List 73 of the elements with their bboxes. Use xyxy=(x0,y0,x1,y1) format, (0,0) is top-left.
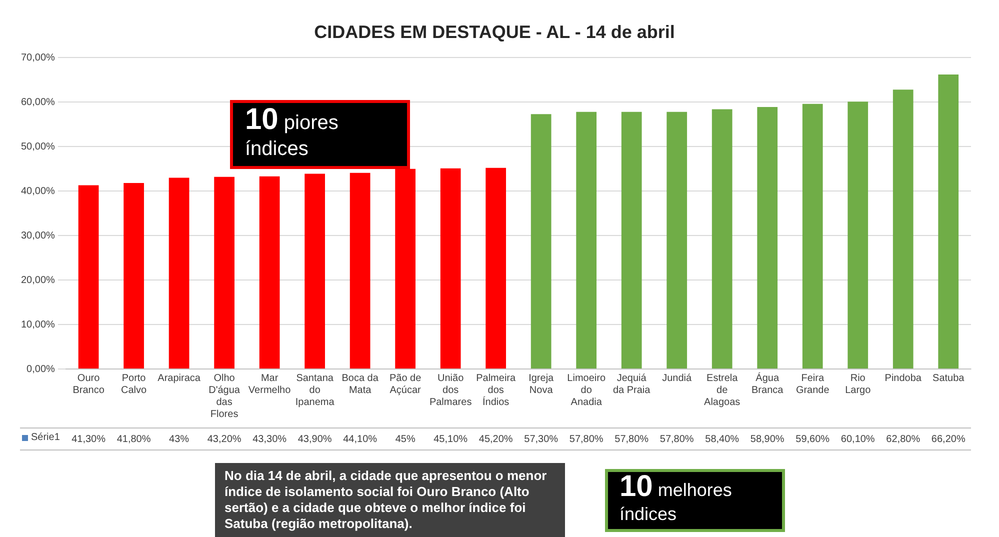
bar xyxy=(712,109,732,368)
y-tick-label: 0,00% xyxy=(26,364,56,375)
bar xyxy=(259,176,280,368)
bar xyxy=(530,114,552,368)
data-label: 57,30% xyxy=(524,434,558,445)
x-tick-label: Mar Vermelho xyxy=(248,372,292,396)
y-tick-label: 60,00% xyxy=(20,96,56,108)
bar xyxy=(576,112,597,368)
bar xyxy=(848,102,868,368)
text: Série1 xyxy=(31,432,60,444)
bar xyxy=(168,178,190,368)
x-tick-label: União dos Palmares xyxy=(429,372,472,408)
bar xyxy=(124,183,144,368)
bar xyxy=(938,74,959,368)
x-tick-label: Feira Grande xyxy=(796,372,830,396)
y-tick-label: 50,00% xyxy=(20,141,56,152)
x-tick-label: Jundiá xyxy=(662,372,692,384)
chart-title: CIDADES EM DESTAQUE - AL - 14 de abril xyxy=(314,22,675,42)
x-tick-label: Santana do Ipanema xyxy=(295,372,335,408)
bar xyxy=(802,104,823,368)
x-tick-label: Pão de Açúcar xyxy=(389,372,422,396)
data-label: 45,20% xyxy=(478,434,513,445)
data-label: 57,80% xyxy=(569,434,604,445)
bar xyxy=(214,176,234,368)
bar xyxy=(440,168,461,368)
data-label: 45,10% xyxy=(434,434,468,445)
bar xyxy=(350,172,370,368)
data-label: 59,60% xyxy=(796,434,830,445)
y-tick-label: 10,00% xyxy=(20,319,56,330)
x-tick-label: Estrela de Alagoas xyxy=(704,372,740,408)
bar xyxy=(757,106,778,368)
data-label: 41,30% xyxy=(72,434,106,445)
data-label: 57,80% xyxy=(614,434,649,445)
x-tick-label: Olho D'água das Flores xyxy=(208,372,240,420)
x-tick-label: Satuba xyxy=(932,372,965,384)
bar xyxy=(486,168,506,368)
y-tick-label: 20,00% xyxy=(20,274,56,286)
x-tick-label: Rio Largo xyxy=(845,372,872,396)
text: No dia 14 de abril, a cidade que apresentou o menor índice de isolamento social foi Ouro Branco (Alto sertão) e a cidade que obteve o melhor índice foi Satuba (região metropolitana). xyxy=(214,463,564,537)
bar xyxy=(395,168,416,368)
x-tick-label: Boca da Mata xyxy=(342,372,379,396)
y-tick-label: 30,00% xyxy=(20,230,56,242)
bar xyxy=(78,185,99,368)
x-tick-label: Limoeiro do Anadia xyxy=(567,372,606,408)
bar xyxy=(892,90,914,368)
x-tick-label: Água Branca xyxy=(752,372,784,396)
x-tick-label: Igreja Nova xyxy=(528,372,554,396)
x-tick-label: Arapiraca xyxy=(158,372,201,384)
bar xyxy=(304,174,325,368)
data-label: 58,40% xyxy=(705,434,740,445)
data-label: 43% xyxy=(169,434,190,445)
x-tick-label: Ouro Branco xyxy=(72,372,105,396)
text: 10 melhores índices xyxy=(604,468,784,532)
y-tick-label: 40,00% xyxy=(20,186,56,197)
bar xyxy=(621,112,642,368)
data-label: 57,80% xyxy=(660,434,694,445)
data-label: 41,80% xyxy=(116,434,151,445)
data-label: 43,20% xyxy=(207,434,242,445)
data-label: 58,90% xyxy=(750,434,784,445)
bar xyxy=(666,112,688,368)
data-label: 44,10% xyxy=(343,434,378,445)
y-tick-label: 70,00% xyxy=(20,52,56,64)
annotation: 10 piores índices xyxy=(230,100,410,169)
x-tick-label: Pindoba xyxy=(884,372,922,384)
data-label: 43,90% xyxy=(298,434,332,445)
x-tick-label: Porto Calvo xyxy=(121,372,148,396)
data-label: 62,80% xyxy=(886,434,920,445)
data-label: 66,20% xyxy=(931,434,966,445)
data-label: 43,30% xyxy=(252,434,287,445)
data-label: 45% xyxy=(395,434,416,445)
data-label: 60,10% xyxy=(840,434,875,445)
x-tick-label: Jequiá da Praia xyxy=(612,372,651,396)
x-tick-label: Palmeira dos Índios xyxy=(476,372,516,408)
